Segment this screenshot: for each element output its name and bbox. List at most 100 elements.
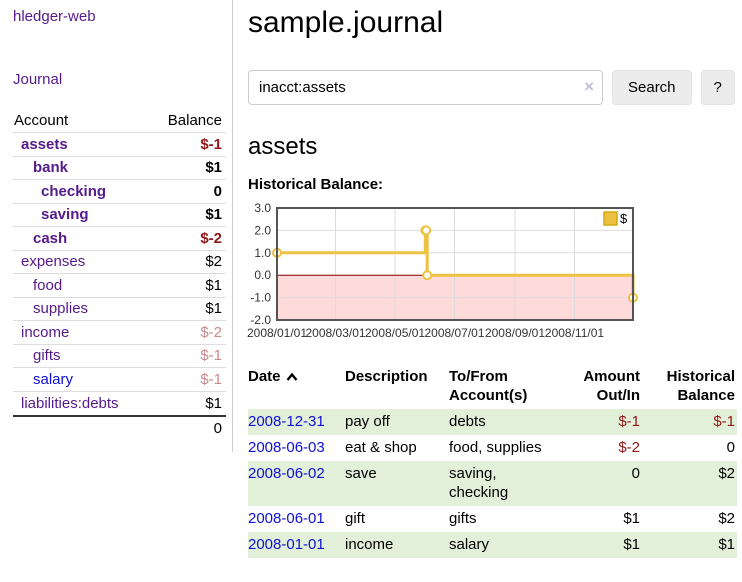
main-content: sample.journal × Search ? assets Histori… [245, 0, 738, 558]
register-amount: $1 [623, 510, 640, 527]
sidebar-account-link[interactable]: food [33, 276, 63, 294]
chart-y-tick-label: 0.0 [254, 268, 271, 282]
sidebar-account-link[interactable]: saving [41, 206, 89, 224]
balance-chart[interactable]: 3.0 2.0 1.0 0.0 -1.0 -2.02008/01/012008/03/01… [245, 201, 742, 345]
register-balance: 0 [726, 439, 735, 456]
register-date-link[interactable]: 2008-12-31 [248, 413, 325, 430]
nav-journal-link[interactable]: Journal [13, 71, 63, 88]
sidebar-accounts: assets $-1 bank $1 checking 0 saving $1 cash $-2 e… [13, 133, 226, 415]
search-input-wrap: × [248, 70, 603, 105]
register-column-header: Historical Balance [666, 368, 735, 404]
register-body: 2008-12-31 pay off debts $-1 $-1 2008-06-03 ea… [248, 409, 737, 558]
sidebar: hledger-web Journal Account Balance asse… [0, 0, 233, 452]
sidebar-account-link[interactable]: checking [41, 182, 107, 200]
register-amount: $-1 [561, 409, 642, 435]
sidebar-account-balance: $1 [205, 276, 222, 294]
page-title: sample.journal [248, 6, 444, 39]
register-column-header: Amount Out/In [583, 368, 640, 404]
register-balance: $-1 [642, 409, 737, 435]
register-amount: $-2 [618, 439, 640, 456]
historical-balance-label: Historical Balance: [248, 176, 384, 193]
register-accounts: salary [449, 532, 561, 558]
sidebar-account-row: income $-2 [13, 321, 226, 345]
register-balance: $2 [642, 461, 737, 506]
sidebar-account-link[interactable]: salary [33, 370, 74, 388]
register-date-cell: 2008-12-31 [248, 409, 345, 435]
sidebar-account-link[interactable]: expenses [21, 253, 86, 271]
sidebar-account-balance: 0 [213, 182, 222, 200]
register-date-cell: 2008-06-03 [248, 435, 345, 461]
chart-data-point[interactable] [422, 270, 433, 281]
sidebar-account-balance: $-1 [200, 347, 222, 365]
register-row: 2008-06-02 save saving, checking 0 $2 [248, 461, 737, 506]
sidebar-account-balance: $-1 [200, 370, 222, 388]
sidebar-account-balance: $1 [205, 206, 222, 224]
chart-x-tick-label: 2008/09/01 [485, 326, 545, 340]
register-date-link[interactable]: 2008-01-01 [248, 536, 325, 553]
chart-data-point[interactable] [421, 225, 432, 236]
sidebar-account-link[interactable]: gifts [33, 347, 61, 365]
chart-x-tick-label: 2008/11/01 [545, 326, 604, 340]
account-column-label: Account [14, 111, 69, 129]
chart-y-tick-label: 3.0 [254, 203, 271, 215]
sidebar-account-balance: $-2 [200, 229, 222, 247]
register-description: gift [345, 510, 366, 527]
chart-legend-swatch [603, 211, 618, 226]
register-row: 2008-06-01 gift gifts $1 $2 [248, 506, 737, 532]
sidebar-account-link[interactable]: supplies [33, 300, 89, 318]
accounts-table: Account Balance assets $-1 bank $1 checking 0… [13, 108, 226, 439]
register-column-header: To/From Account(s) [449, 368, 528, 404]
register-amount: 0 [561, 461, 642, 506]
sidebar-account-link[interactable]: liabilities:debts [21, 394, 119, 412]
sidebar-account-balance: $1 [205, 159, 222, 177]
register-date-cell: 2008-06-01 [248, 506, 345, 532]
sidebar-account-link[interactable]: bank [33, 159, 69, 177]
sidebar-account-row: liabilities:debts $1 [13, 392, 226, 416]
register-amount: $1 [561, 532, 642, 558]
sidebar-account-row: assets $-1 [13, 133, 226, 157]
register-description: eat & shop [345, 439, 417, 456]
sort-asc-icon [286, 372, 297, 381]
register-date-cell: 2008-01-01 [248, 532, 345, 558]
register-description: save [345, 461, 449, 506]
register-row: 2008-06-03 eat & shop food, supplies $-2 0 [248, 435, 737, 461]
register-accounts: food, supplies [449, 439, 542, 456]
chart-y-tick-label: -1.0 [250, 291, 271, 305]
register-column-header: Date [248, 365, 345, 409]
sidebar-account-balance: $2 [205, 253, 222, 271]
register-date-link[interactable]: 2008-06-02 [248, 465, 325, 482]
chart-wrap: 3.0 2.0 1.0 0.0 -1.0 -2.0 2008/01/01 2008/03/01… [245, 201, 738, 349]
sidebar-account-row: bank $1 [13, 157, 226, 180]
clear-search-icon[interactable]: × [584, 77, 594, 96]
sidebar-account-link[interactable]: cash [33, 229, 68, 247]
register-date-link[interactable]: 2008-06-03 [248, 439, 325, 456]
register-date-link[interactable]: 2008-06-01 [248, 510, 325, 527]
balance-column-label: Balance [167, 111, 222, 129]
sidebar-account-row: saving $1 [13, 204, 226, 227]
accounts-table-header: Account Balance [13, 108, 226, 133]
register-balance: $1 [642, 532, 737, 558]
search-input[interactable] [248, 70, 603, 105]
sidebar-account-balance: $-2 [200, 323, 222, 341]
sidebar-account-row: gifts $-1 [13, 345, 226, 368]
sidebar-account-link[interactable]: assets [21, 135, 68, 153]
register-accounts: gifts [449, 510, 477, 527]
brand-link[interactable]: hledger-web [13, 8, 96, 25]
search-form: × Search ? [248, 70, 738, 105]
register-row: 2008-12-31 pay off debts $-1 $-1 [248, 409, 737, 435]
chart-plot-border [276, 207, 634, 321]
sidebar-account-row: cash $-2 [13, 227, 226, 251]
chart-y-tick-label: 1.0 [254, 246, 271, 260]
register-column-header: Description [345, 368, 428, 385]
chart-legend-label: $ [620, 211, 628, 226]
accounts-total-row: 0 [13, 415, 226, 439]
register-accounts: saving, checking [449, 461, 561, 506]
help-button[interactable]: ? [700, 70, 735, 105]
sidebar-account-row: checking 0 [13, 180, 226, 204]
search-button[interactable]: Search [612, 70, 692, 105]
chart-x-tick-label: 2008/07/01 [424, 326, 484, 340]
sidebar-account-link[interactable]: income [21, 323, 70, 341]
accounts-total-balance: 0 [213, 419, 222, 437]
sidebar-account-balance: $1 [205, 394, 222, 412]
account-heading: assets [248, 133, 318, 160]
